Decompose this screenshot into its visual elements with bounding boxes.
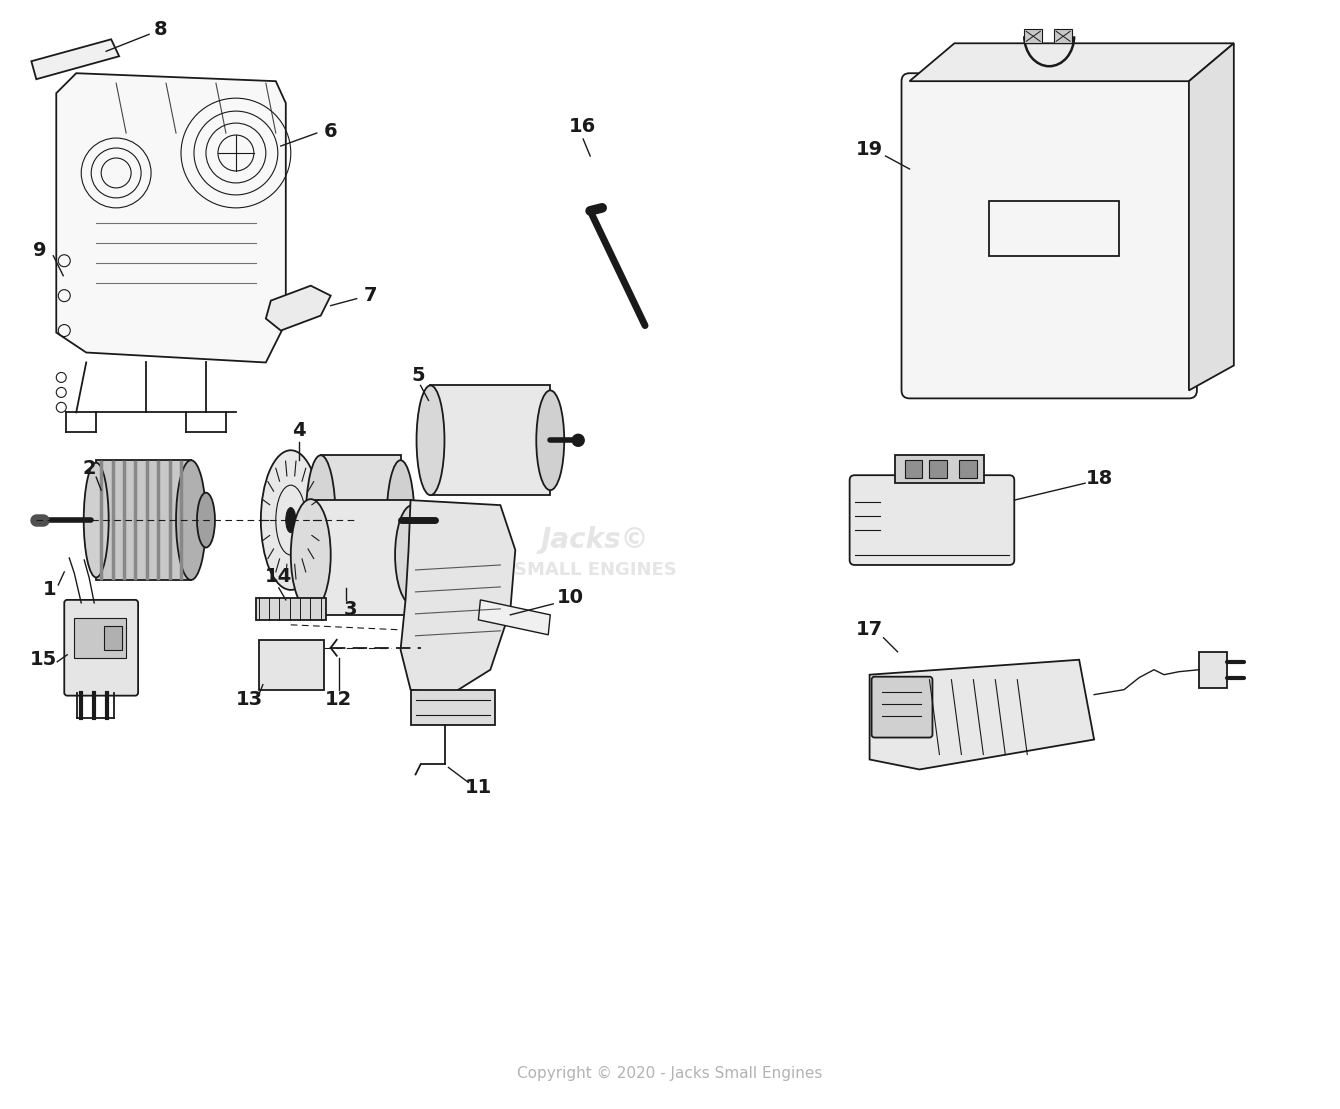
Ellipse shape	[261, 450, 320, 590]
Bar	[1199, 652, 1227, 688]
Polygon shape	[56, 73, 285, 363]
Ellipse shape	[417, 386, 445, 495]
Bar	[959, 460, 977, 478]
Text: 3: 3	[344, 600, 358, 619]
Text: Jacks©: Jacks©	[541, 526, 650, 554]
FancyBboxPatch shape	[64, 600, 138, 695]
Text: 15: 15	[29, 650, 56, 669]
Bar	[105, 625, 122, 650]
Bar	[410, 690, 496, 724]
Ellipse shape	[386, 460, 414, 580]
Text: 5: 5	[411, 366, 425, 385]
FancyBboxPatch shape	[871, 676, 933, 737]
Bar	[381, 505, 406, 535]
Text: 4: 4	[292, 420, 306, 440]
Bar	[311, 500, 410, 614]
FancyBboxPatch shape	[850, 475, 1014, 564]
Bar	[74, 618, 126, 658]
Bar	[989, 201, 1119, 256]
Ellipse shape	[306, 456, 336, 584]
Text: 19: 19	[856, 140, 883, 159]
Text: Copyright © 2020 - Jacks Small Engines: Copyright © 2020 - Jacks Small Engines	[517, 1066, 823, 1081]
Text: 16: 16	[568, 116, 596, 135]
Ellipse shape	[197, 492, 214, 548]
Text: 18: 18	[1085, 469, 1112, 488]
Polygon shape	[265, 286, 331, 330]
Text: 8: 8	[154, 20, 168, 39]
Text: 11: 11	[465, 777, 492, 797]
Bar	[259, 640, 324, 690]
Text: 6: 6	[324, 122, 338, 141]
Ellipse shape	[395, 505, 430, 604]
Polygon shape	[478, 600, 551, 634]
Text: 17: 17	[856, 620, 883, 639]
FancyBboxPatch shape	[902, 73, 1197, 398]
Polygon shape	[910, 43, 1234, 81]
Bar	[1024, 29, 1043, 43]
Bar	[930, 460, 947, 478]
Text: 9: 9	[32, 242, 46, 261]
Bar	[96, 460, 192, 580]
Polygon shape	[870, 660, 1095, 770]
Ellipse shape	[285, 508, 296, 532]
Ellipse shape	[83, 462, 109, 578]
Text: 12: 12	[326, 690, 352, 709]
Bar	[1055, 29, 1072, 43]
Bar	[430, 386, 551, 495]
Bar	[256, 598, 326, 620]
Text: 14: 14	[265, 568, 292, 587]
Polygon shape	[401, 500, 516, 694]
Polygon shape	[31, 39, 119, 79]
Polygon shape	[1189, 43, 1234, 390]
Bar	[895, 456, 985, 484]
Text: 13: 13	[236, 690, 264, 709]
Ellipse shape	[176, 460, 206, 580]
Text: 2: 2	[82, 459, 96, 478]
Bar	[320, 456, 401, 584]
Circle shape	[572, 435, 584, 446]
Text: SMALL ENGINES: SMALL ENGINES	[513, 561, 677, 579]
Text: 7: 7	[364, 286, 378, 305]
Ellipse shape	[536, 390, 564, 490]
Ellipse shape	[291, 499, 331, 611]
Text: 1: 1	[43, 580, 56, 599]
Bar	[905, 460, 922, 478]
Text: 10: 10	[556, 589, 584, 608]
